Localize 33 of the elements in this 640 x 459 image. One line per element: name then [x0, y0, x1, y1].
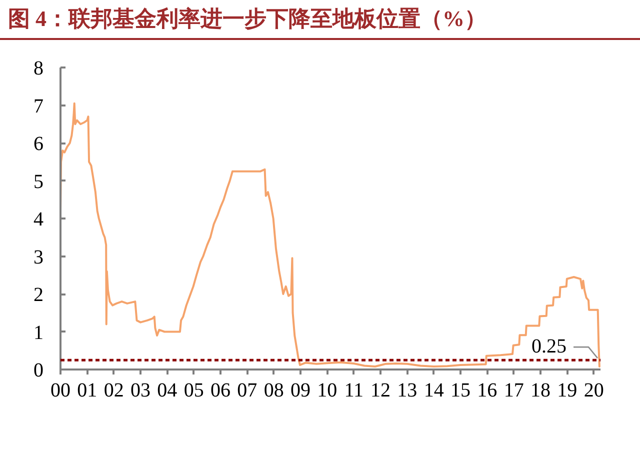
- x-tick-label: 09: [290, 380, 310, 402]
- x-tick-label: 13: [397, 380, 418, 402]
- x-tick-label: 15: [450, 380, 470, 402]
- y-tick-label: 3: [34, 246, 44, 268]
- x-tick-label: 04: [157, 380, 178, 402]
- x-tick-label: 00: [50, 380, 70, 402]
- x-tick-label: 03: [130, 380, 150, 402]
- y-tick-label: 0: [34, 360, 44, 382]
- x-tick-label: 02: [104, 380, 124, 402]
- y-tick-label: 1: [34, 322, 44, 344]
- y-tick-label: 5: [34, 170, 44, 193]
- x-tick-label: 08: [264, 380, 284, 402]
- x-tick-label: 05: [184, 380, 204, 402]
- line-series: [60, 102, 600, 368]
- x-tick-label: 01: [77, 380, 98, 402]
- x-tick-label: 19: [557, 380, 578, 402]
- y-tick-label: 2: [34, 284, 44, 306]
- y-tick-label: 8: [34, 58, 44, 80]
- x-tick-label: 14: [424, 380, 444, 402]
- x-tick-label: 12: [370, 380, 390, 402]
- ref-line-label: 0.25: [532, 336, 566, 358]
- x-tick-label: 06: [210, 380, 230, 402]
- chart-title: 图 4：联邦基金利率进一步下降至地板位置（%）: [8, 5, 486, 33]
- y-tick-label: 4: [34, 208, 44, 230]
- x-tick-label: 18: [530, 380, 550, 402]
- y-tick-label: 6: [34, 133, 44, 155]
- y-tick-label: 7: [34, 95, 44, 118]
- x-tick-label: 07: [237, 380, 258, 402]
- x-tick-label: 16: [477, 380, 498, 402]
- x-tick-label: 17: [504, 380, 524, 402]
- x-tick-label: 20: [584, 380, 604, 402]
- x-tick-label: 11: [344, 380, 364, 402]
- x-tick-label: 10: [317, 380, 338, 402]
